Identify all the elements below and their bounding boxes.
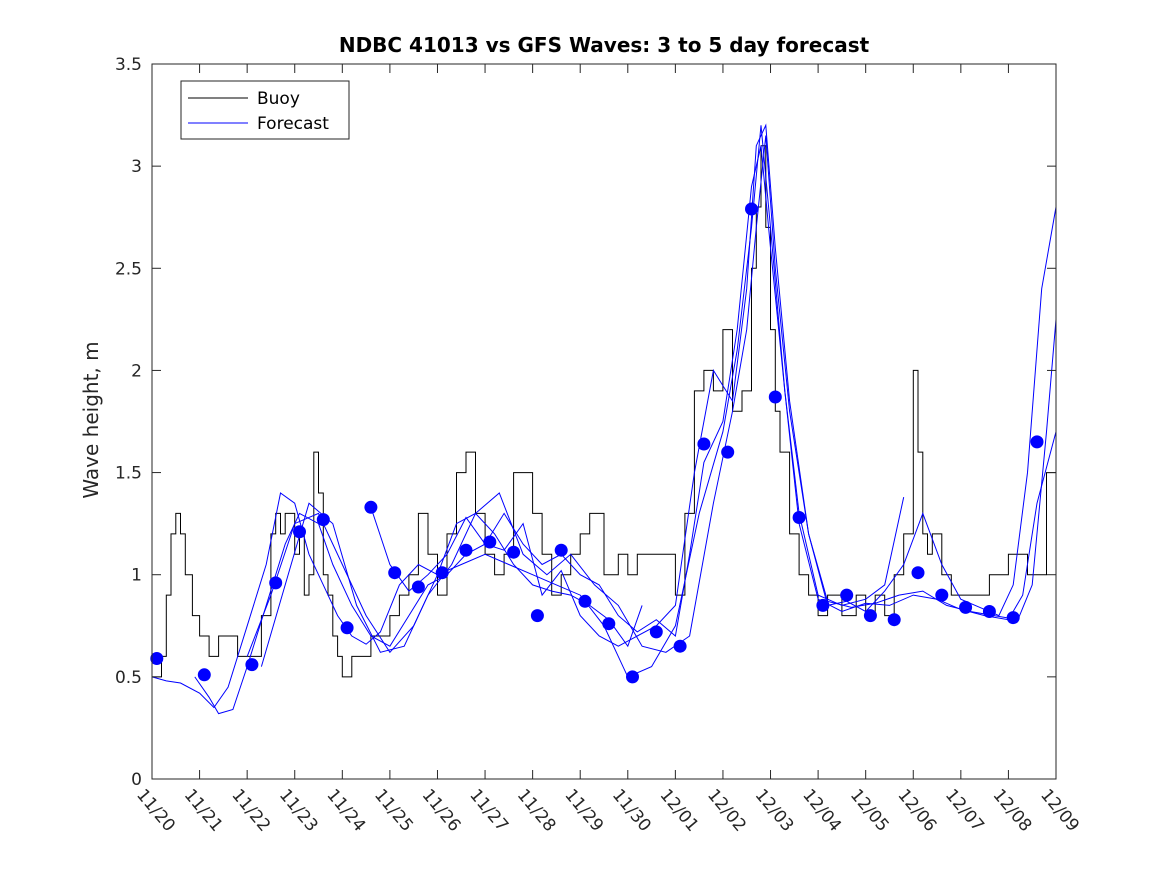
forecast-marker [483,535,497,549]
forecast-marker [578,594,592,608]
legend-forecast-label: Forecast [257,114,329,134]
forecast-marker [364,500,378,514]
forecast-marker [935,588,949,602]
legend-buoy-label: Buoy [257,89,300,109]
chart-title: NDBC 41013 vs GFS Waves: 3 to 5 day fore… [339,33,870,57]
forecast-marker [745,202,758,216]
axes-box [151,63,1057,780]
forecast-marker [768,390,782,404]
forecast-marker [411,580,425,594]
y-tick-label: 0 [131,770,142,790]
forecast-marker [293,525,306,539]
forecast-marker [697,437,711,451]
forecast-line-3 [246,125,1057,678]
forecast-marker [626,670,639,684]
forecast-marker [863,609,877,623]
forecast-marker [340,621,354,635]
forecast-marker [1030,435,1044,449]
y-tick-label: 1 [131,566,142,586]
forecast-marker [959,600,973,614]
forecast-marker [197,668,211,682]
forecast-marker [150,652,164,665]
forecast-marker [1006,611,1020,625]
y-axis-label: Wave height, m [79,341,103,498]
forecast-marker [721,445,735,459]
forecast-marker [388,566,402,580]
forecast-marker [602,617,616,631]
forecast-marker [269,576,283,590]
forecast-line-4 [370,123,1057,647]
forecast-line-2 [194,145,905,715]
y-tick-label: 0.5 [115,668,142,688]
y-tick-label: 2.5 [115,259,142,279]
forecast-marker [792,511,806,524]
forecast-marker [673,639,687,653]
forecast-marker [982,605,996,618]
legend: Buoy Forecast [180,80,350,140]
y-tick-label: 2 [131,361,142,381]
forecast-marker [816,598,830,612]
y-tick-label: 3.5 [115,55,142,75]
forecast-marker [554,543,568,557]
forecast-marker [435,566,449,580]
forecast-marker [316,513,330,527]
forecast-marker [649,625,663,639]
legend-box [180,80,350,140]
y-tick-label: 1.5 [115,464,142,484]
forecast-marker [245,658,259,672]
y-tick-label: 3 [131,157,142,177]
forecast-marker [911,566,925,580]
forecast-marker [459,543,473,557]
forecast-marker [887,613,901,627]
forecast-marker [507,545,521,559]
forecast-marker [840,588,854,602]
plot-area [150,123,1057,715]
forecast-marker [530,609,544,623]
